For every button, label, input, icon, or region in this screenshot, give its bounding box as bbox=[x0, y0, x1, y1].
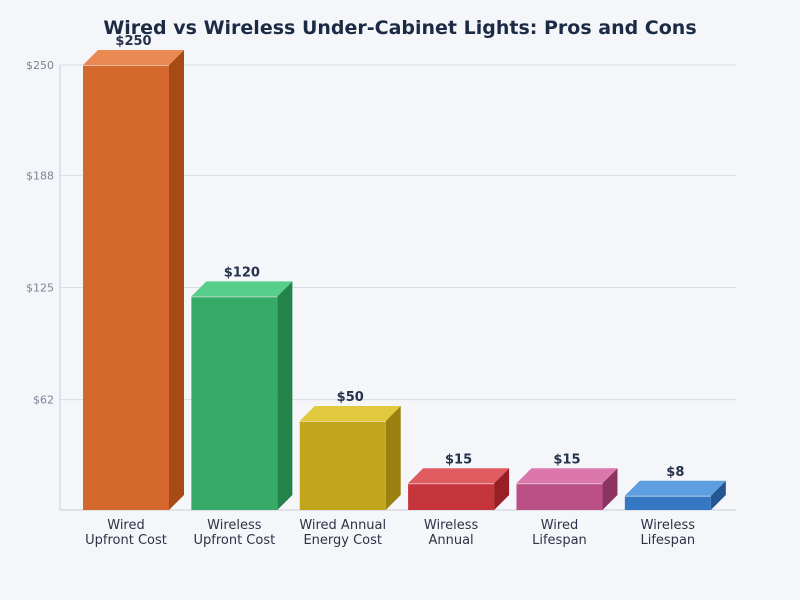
bar-front bbox=[83, 65, 169, 510]
bar-front bbox=[516, 483, 603, 510]
bar bbox=[516, 468, 618, 510]
bar-top bbox=[299, 406, 401, 421]
bar bbox=[191, 281, 293, 510]
x-tick-label: Wireless bbox=[207, 518, 262, 533]
value-label: $15 bbox=[553, 452, 580, 467]
bar bbox=[83, 50, 184, 510]
y-tick-label: $188 bbox=[26, 169, 54, 182]
y-tick-label: $250 bbox=[26, 59, 54, 72]
bar-side bbox=[494, 468, 510, 510]
y-tick-label: $62 bbox=[33, 394, 54, 407]
bar-top bbox=[191, 281, 293, 297]
bar-side bbox=[602, 468, 618, 510]
bar-top bbox=[624, 480, 726, 496]
y-tick-label: $125 bbox=[26, 282, 54, 295]
axes bbox=[59, 65, 736, 511]
value-label: $120 bbox=[224, 265, 260, 280]
x-tick-label: Annual bbox=[428, 533, 473, 548]
bar bbox=[624, 480, 726, 510]
bar bbox=[299, 406, 401, 510]
bar-side bbox=[710, 480, 726, 510]
x-tick-label: Wired bbox=[107, 518, 145, 533]
bar-side bbox=[385, 406, 401, 510]
bar-front bbox=[624, 495, 711, 510]
x-tick-label: Wired Annual bbox=[299, 518, 386, 533]
bar-side bbox=[277, 281, 293, 510]
bar-front bbox=[408, 483, 495, 510]
value-label: $8 bbox=[666, 465, 684, 480]
bar-top bbox=[83, 50, 184, 65]
x-tick-label: Lifespan bbox=[532, 533, 587, 548]
bar-front bbox=[299, 421, 386, 510]
value-label: $50 bbox=[337, 390, 364, 405]
value-label: $250 bbox=[115, 34, 151, 49]
bar-side bbox=[169, 50, 184, 510]
bar-top bbox=[408, 468, 510, 484]
x-tick-label: Wireless bbox=[424, 518, 479, 533]
bar bbox=[408, 468, 510, 510]
bars bbox=[83, 50, 726, 510]
x-tick-label: Wireless bbox=[641, 518, 696, 533]
x-tick-label: Upfront Cost bbox=[193, 533, 275, 548]
bar-top bbox=[516, 468, 618, 484]
x-tick-label: Upfront Cost bbox=[85, 533, 167, 548]
chart-title: Wired vs Wireless Under-Cabinet Lights: … bbox=[103, 17, 696, 39]
x-tick-label: Wired bbox=[541, 518, 579, 533]
bar-front bbox=[191, 296, 278, 510]
x-tick-label: Lifespan bbox=[640, 533, 695, 548]
x-tick-label: Energy Cost bbox=[303, 533, 382, 548]
value-label: $15 bbox=[445, 452, 472, 467]
